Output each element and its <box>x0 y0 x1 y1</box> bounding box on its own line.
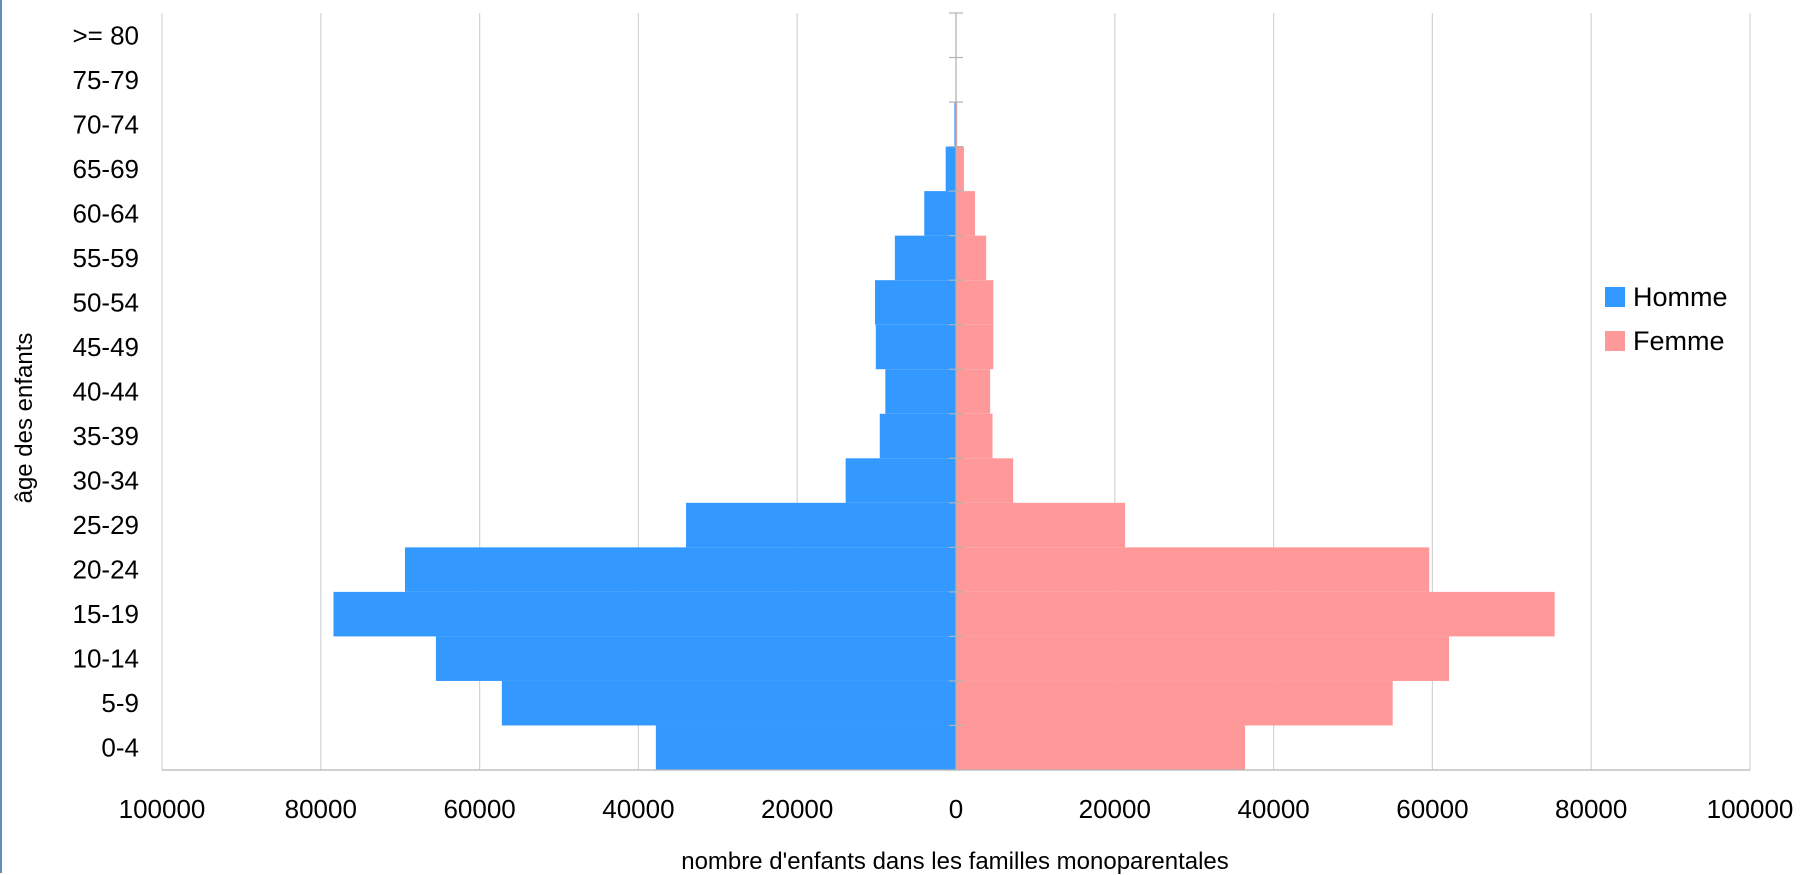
legend: Homme Femme <box>1605 282 1728 356</box>
x-tick-label: 80000 <box>285 794 357 824</box>
bar-femme-0-4 <box>956 725 1246 770</box>
x-tick-labels: 100000 80000 60000 40000 20000 0 20000 40000 600… <box>119 794 1794 824</box>
category-label: 70-74 <box>73 109 140 139</box>
x-tick-label: 60000 <box>1396 794 1468 824</box>
bar-femme-65-69 <box>956 146 964 192</box>
bars <box>333 13 1555 770</box>
axes <box>162 12 1750 771</box>
bar-femme-30-34 <box>956 458 1014 503</box>
bar-femme-60-64 <box>956 191 976 236</box>
bar-homme-70-74 <box>954 102 956 147</box>
x-tick-label: 0 <box>949 794 963 824</box>
category-label: 60-64 <box>73 198 140 228</box>
bar-homme-40-44 <box>885 369 956 414</box>
bar-femme-45-49 <box>956 324 994 370</box>
bar-homme-30-34 <box>845 458 956 503</box>
bar-homme-55-59 <box>894 235 956 281</box>
category-label: 10-14 <box>73 644 140 674</box>
bar-homme-65-69 <box>945 146 956 192</box>
category-label: 30-34 <box>73 466 140 496</box>
bar-femme-5-9 <box>956 680 1393 726</box>
x-tick-label: 20000 <box>1079 794 1151 824</box>
legend-swatch-femme <box>1605 331 1625 351</box>
bar-femme-25-29 <box>956 502 1126 548</box>
legend-swatch-homme <box>1605 287 1625 307</box>
bar-homme-20-24 <box>404 547 956 592</box>
category-label: 50-54 <box>73 287 140 317</box>
bar-homme-5-9 <box>501 680 956 726</box>
bar-homme-45-49 <box>875 324 956 370</box>
bar-homme-50-54 <box>875 280 956 325</box>
category-label: 55-59 <box>73 243 140 273</box>
bar-homme-35-39 <box>879 413 956 459</box>
category-label: 65-69 <box>73 154 140 184</box>
category-label: 75-79 <box>73 65 140 95</box>
bar-homme-10-14 <box>435 636 956 681</box>
bar-femme-15-19 <box>956 591 1555 637</box>
x-tick-label: 40000 <box>1237 794 1309 824</box>
category-label: 0-4 <box>101 733 139 763</box>
x-tick-label: 40000 <box>602 794 674 824</box>
category-label: 25-29 <box>73 510 140 540</box>
bar-femme-50-54 <box>956 280 994 325</box>
bar-homme-60-64 <box>924 191 956 236</box>
bar-femme-40-44 <box>956 369 991 414</box>
bar-femme-10-14 <box>956 636 1450 681</box>
x-tick-label: 20000 <box>761 794 833 824</box>
y-axis-title: âge des enfants <box>11 333 38 504</box>
bar-femme-55-59 <box>956 235 987 281</box>
bar-femme-20-24 <box>956 547 1430 592</box>
x-tick-label: 60000 <box>443 794 515 824</box>
y-category-labels: 0-4 5-9 10-14 15-19 20-24 25-29 30-34 35-39 40-4… <box>72 20 139 762</box>
bar-homme-0-4 <box>655 725 956 770</box>
bar-homme-15-19 <box>333 591 956 637</box>
bar-homme-25-29 <box>686 502 956 548</box>
x-tick-label: 100000 <box>1707 794 1794 824</box>
x-tick-label: 80000 <box>1555 794 1627 824</box>
category-label: 40-44 <box>73 377 140 407</box>
category-label: 20-24 <box>73 555 140 585</box>
category-label: >= 80 <box>72 20 139 50</box>
category-label: 15-19 <box>73 599 140 629</box>
legend-label-homme: Homme <box>1633 282 1728 312</box>
bar-femme-35-39 <box>956 413 993 459</box>
category-label: 35-39 <box>73 421 140 451</box>
category-label: 5-9 <box>101 688 139 718</box>
x-tick-label: 100000 <box>119 794 206 824</box>
legend-label-femme: Femme <box>1633 326 1725 356</box>
x-axis-title: nombre d'enfants dans les familles monop… <box>681 848 1229 875</box>
category-label: 45-49 <box>73 332 140 362</box>
